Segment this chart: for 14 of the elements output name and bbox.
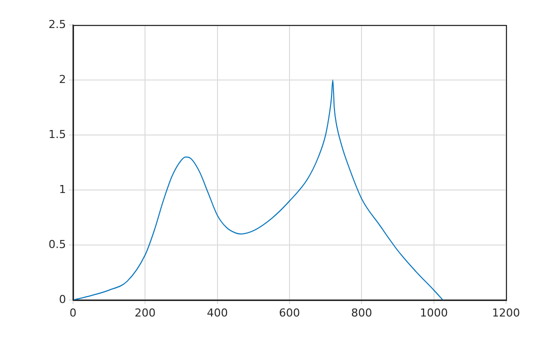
y-tick-label: 2 xyxy=(59,72,66,86)
x-tick-label: 0 xyxy=(70,306,76,320)
y-tick-label: 2.5 xyxy=(48,18,66,31)
y-tick-label: 0.5 xyxy=(48,238,66,251)
y-tick-label: 1 xyxy=(59,182,66,196)
y-tick-label: 1.5 xyxy=(48,128,66,141)
x-tick-label: 200 xyxy=(134,306,156,320)
x-tick-label: 400 xyxy=(206,306,228,320)
x-tick-label: 1000 xyxy=(420,306,448,320)
y-tick-label: 0 xyxy=(59,292,66,306)
x-tick-label: 800 xyxy=(351,306,372,320)
line-series xyxy=(73,80,444,300)
x-tick-label: 1200 xyxy=(492,306,520,320)
x-tick-label: 600 xyxy=(279,306,300,320)
